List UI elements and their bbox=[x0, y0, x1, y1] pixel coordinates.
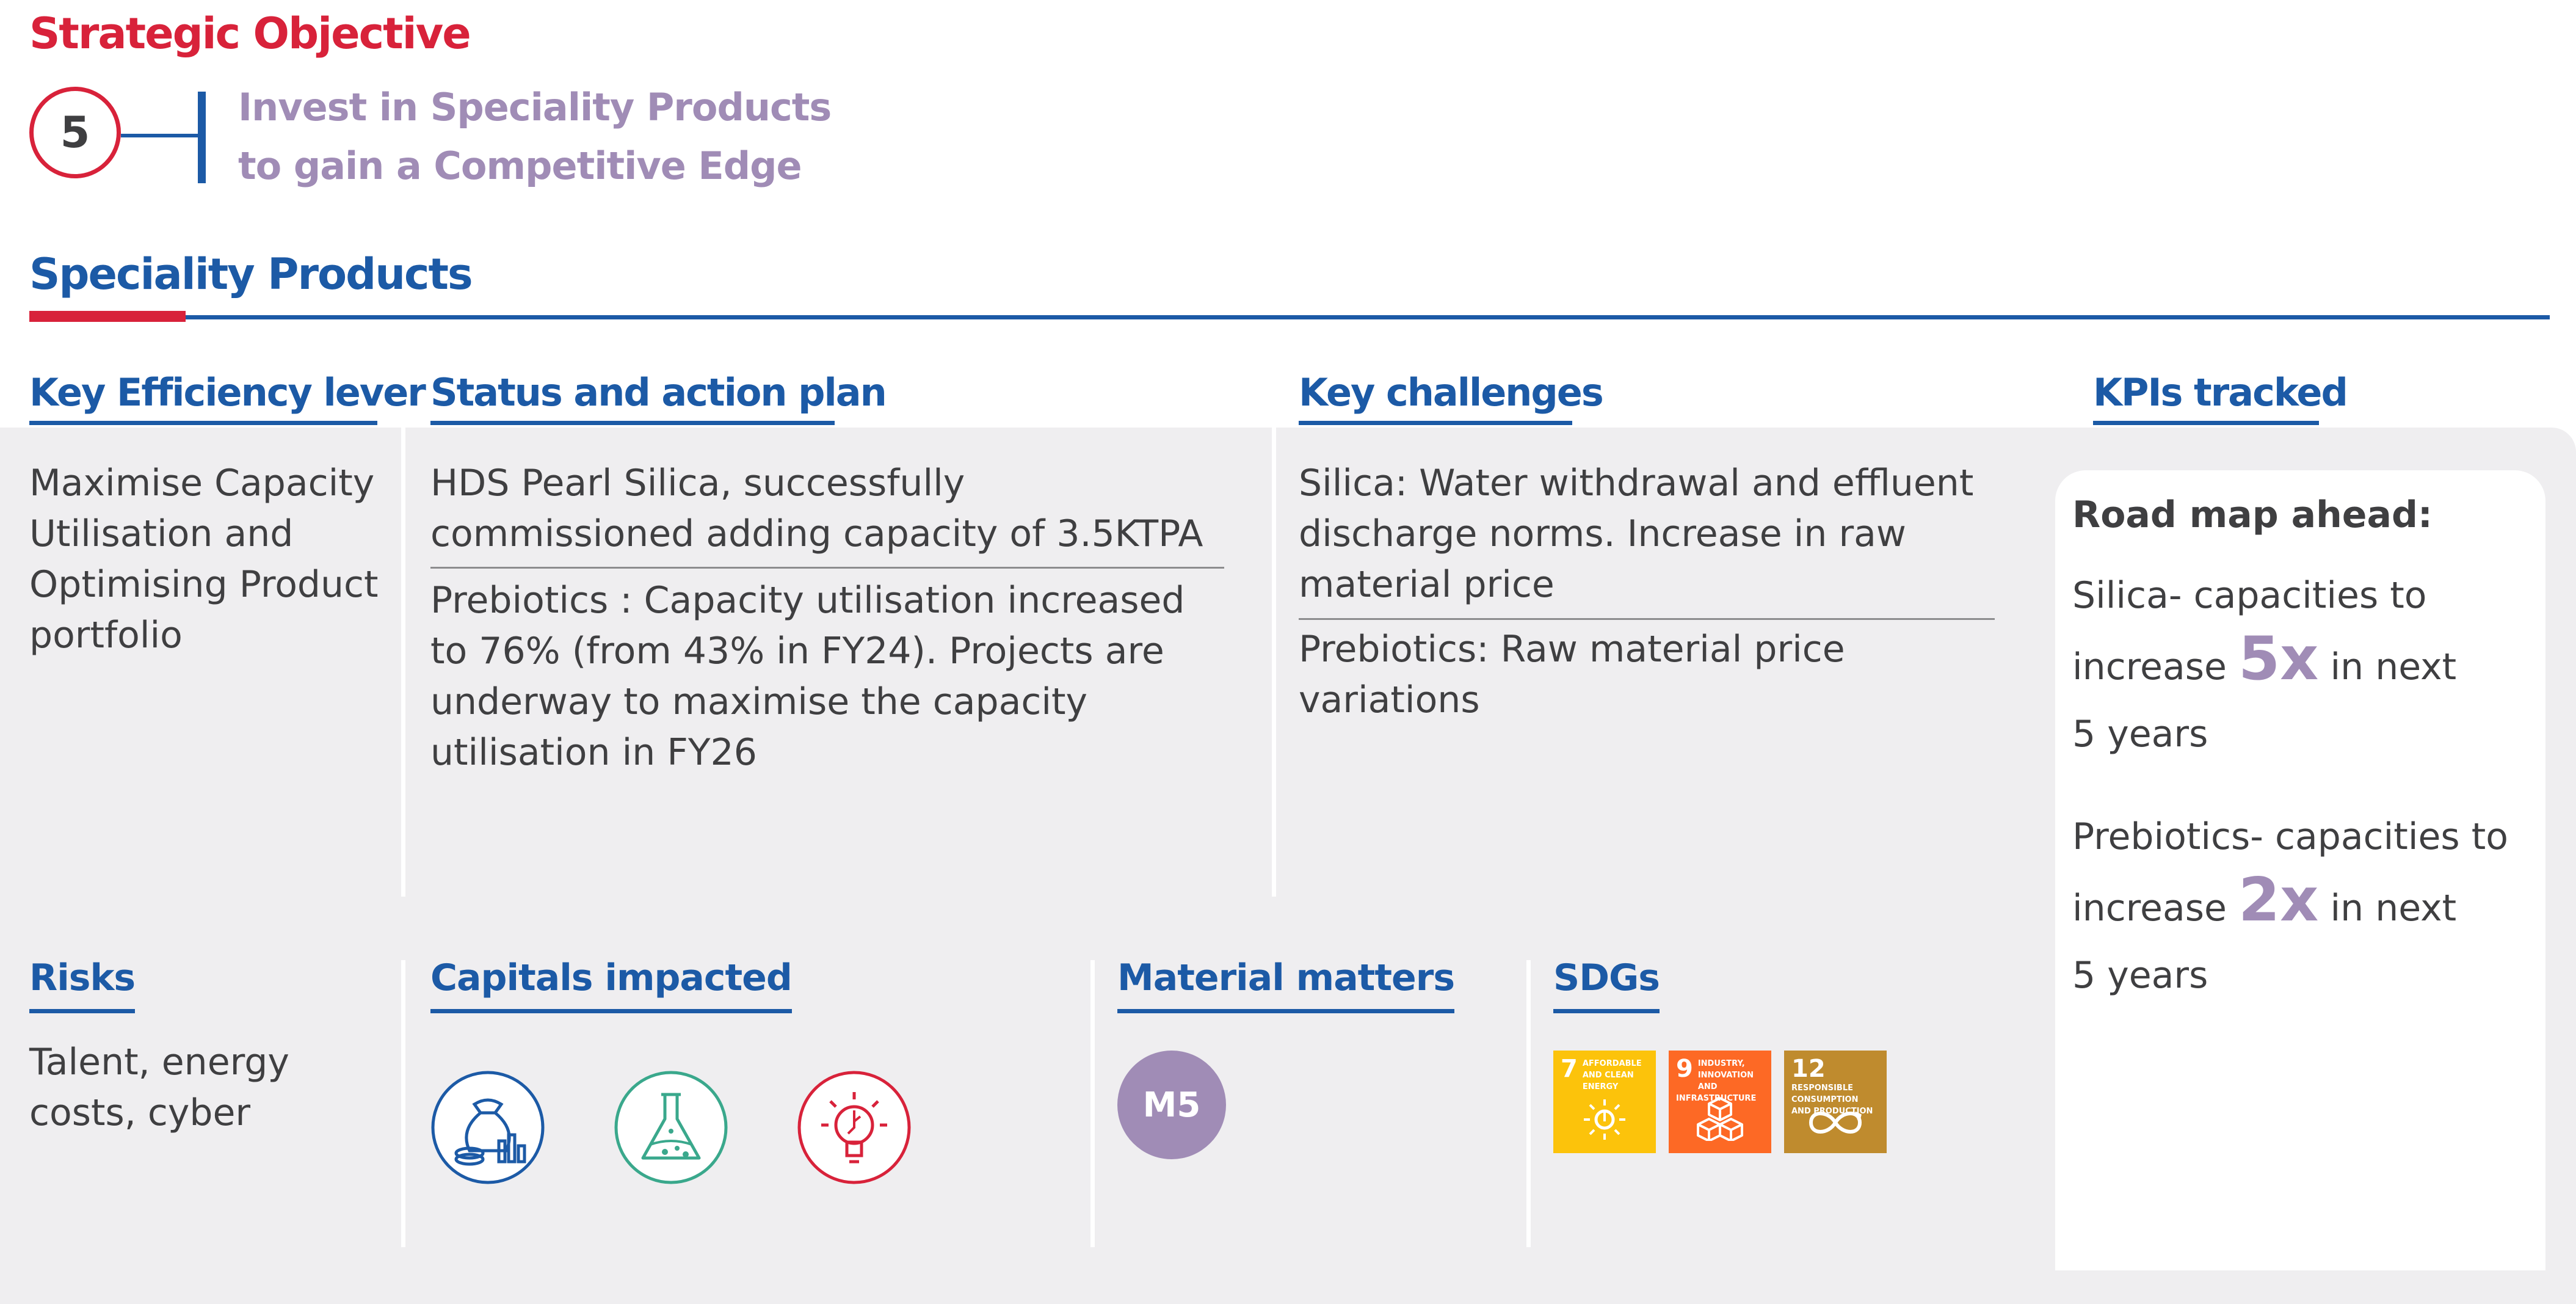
silica-increase-text: increase bbox=[2072, 646, 2227, 688]
section-title-rule bbox=[186, 315, 2550, 319]
sdg-9-tile: 9 Industry, innovation and infrastructur… bbox=[1669, 1051, 1771, 1153]
key-efficiency-lever-heading: Key Efficiency lever bbox=[29, 370, 426, 425]
silica-line-1: Silica- capacities to bbox=[2072, 574, 2427, 617]
objective-divider-bar bbox=[198, 92, 206, 183]
prebiotics-line-3: 5 years bbox=[2072, 954, 2208, 997]
column-divider bbox=[1272, 428, 1276, 897]
sdg-number: 9 bbox=[1676, 1055, 1693, 1083]
material-matters-heading: Material matters bbox=[1117, 956, 1455, 1013]
section-title-accent bbox=[29, 311, 186, 322]
status-action-plan-heading: Status and action plan bbox=[430, 370, 887, 425]
prebiotics-line-2: increase 2x in next bbox=[2072, 870, 2536, 942]
column-divider bbox=[1526, 960, 1531, 1247]
silica-in-next-text: in next bbox=[2330, 646, 2457, 688]
objective-text-line2: to gain a Competitive Edge bbox=[238, 144, 802, 188]
silica-line-3: 5 years bbox=[2072, 713, 2208, 756]
cubes-icon bbox=[1697, 1097, 1743, 1141]
challenge-item-2: Prebiotics: Raw material price variation… bbox=[1299, 628, 1845, 721]
silica-line-2: increase 5x in next bbox=[2072, 629, 2536, 701]
prebiotics-increase-text: increase bbox=[2072, 887, 2227, 930]
silica-multiplier: 5x bbox=[2238, 624, 2319, 694]
strategic-objective-title: Strategic Objective bbox=[29, 9, 471, 59]
sdgs-heading: SDGs bbox=[1553, 956, 1660, 1013]
prebiotics-in-next-text: in next bbox=[2330, 887, 2457, 930]
objective-number-badge: 5 bbox=[29, 87, 121, 178]
risks-text: Talent, energy costs, cyber bbox=[29, 1041, 289, 1134]
challenge-item-1: Silica: Water withdrawal and effluent di… bbox=[1299, 462, 1974, 606]
column-divider bbox=[401, 960, 405, 1247]
sdg-12-tile: 12 Responsible consumption and productio… bbox=[1784, 1051, 1887, 1153]
risks-heading: Risks bbox=[29, 956, 136, 1013]
section-title: Speciality Products bbox=[29, 249, 473, 299]
sdg-7-tile: 7 Affordable and clean energy bbox=[1553, 1051, 1656, 1153]
objective-text: Invest in Speciality Products to gain a … bbox=[238, 78, 832, 195]
silica-roadmap: Silica- capacities to increase 5x in nex… bbox=[2072, 562, 2536, 768]
sun-power-icon bbox=[1584, 1099, 1625, 1140]
roadmap-heading: Road map ahead: bbox=[2072, 494, 2433, 536]
prebiotics-line-1: Prebiotics- capacities to bbox=[2072, 815, 2508, 858]
status-item-1: HDS Pearl Silica, successfully commissio… bbox=[430, 462, 1203, 555]
challenge-separator bbox=[1299, 618, 1995, 620]
efficiency-lever-text: Maximise Capacity Utilisation and Optimi… bbox=[29, 462, 379, 657]
status-item-2: Prebiotics : Capacity utilisation increa… bbox=[430, 579, 1185, 774]
sdg-label: Affordable and clean energy bbox=[1582, 1059, 1642, 1091]
infinity-icon bbox=[1809, 1111, 1862, 1134]
objective-connector-line bbox=[121, 134, 198, 137]
kpis-tracked-heading: KPIs tracked bbox=[2093, 370, 2348, 425]
key-challenges-heading: Key challenges bbox=[1299, 370, 1604, 425]
financial-capital-icon bbox=[431, 1071, 545, 1184]
column-divider bbox=[1090, 960, 1095, 1247]
prebiotics-roadmap: Prebiotics- capacities to increase 2x in… bbox=[2072, 803, 2536, 1009]
natural-capital-icon bbox=[614, 1071, 728, 1184]
sdg-number: 12 bbox=[1791, 1055, 1826, 1083]
objective-text-line1: Invest in Speciality Products bbox=[238, 85, 832, 129]
capitals-impacted-heading: Capitals impacted bbox=[430, 956, 793, 1013]
column-divider bbox=[401, 428, 405, 897]
intellectual-capital-icon bbox=[797, 1071, 911, 1184]
kpi-card bbox=[2055, 470, 2545, 1270]
sdg-label: Industry, innovation and infrastructure bbox=[1676, 1059, 1757, 1103]
status-separator bbox=[430, 567, 1224, 569]
prebiotics-multiplier: 2x bbox=[2238, 865, 2319, 935]
sdg-number: 7 bbox=[1561, 1055, 1578, 1083]
material-matter-badge: M5 bbox=[1117, 1051, 1226, 1159]
